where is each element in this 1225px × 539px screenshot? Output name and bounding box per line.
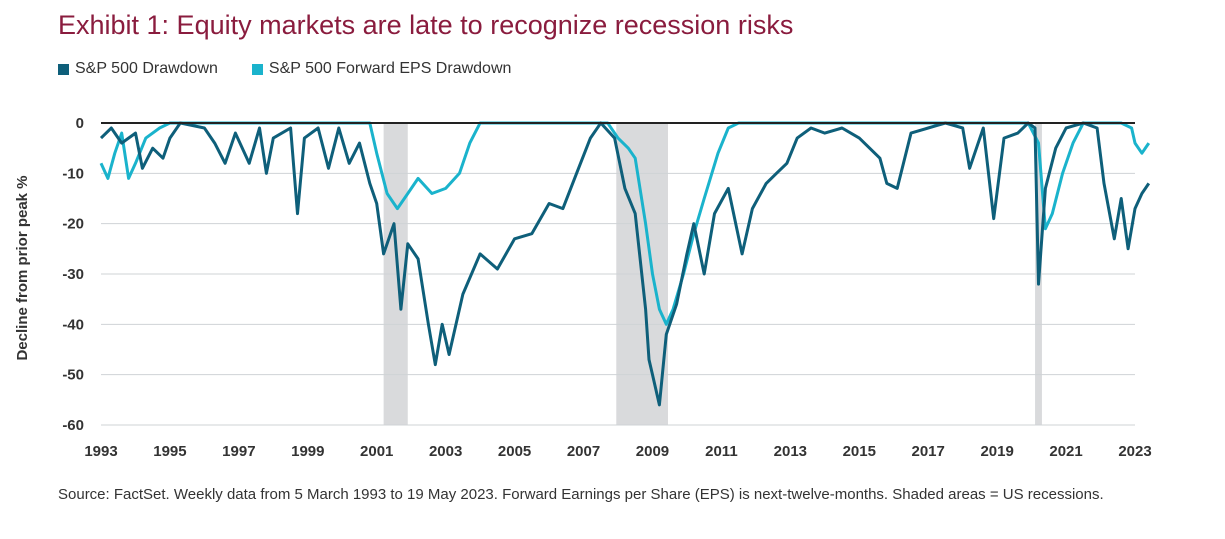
x-tick-label: 2021 — [1049, 443, 1082, 460]
legend-item-spx: S&P 500 Drawdown — [58, 60, 218, 78]
legend-swatch-spx — [58, 63, 69, 75]
y-tick-label: -20 — [62, 216, 84, 233]
y-tick-label: -60 — [62, 417, 84, 434]
y-tick-label: -40 — [62, 316, 84, 333]
y-tick-label: -50 — [62, 367, 84, 384]
x-tick-label: 2013 — [774, 443, 807, 460]
x-tick-label: 2019 — [980, 443, 1013, 460]
x-tick-label: 2011 — [705, 443, 738, 460]
x-tick-label: 2003 — [429, 443, 462, 460]
series-line-spx — [99, 121, 1151, 407]
chart-title: Exhibit 1: Equity markets are late to re… — [58, 10, 794, 40]
x-tick-label: 2009 — [636, 443, 669, 460]
series-line-eps — [99, 121, 1151, 326]
x-tick-label: 2007 — [567, 443, 600, 460]
x-tick-label: 1995 — [153, 443, 186, 460]
x-tick-label: 2001 — [360, 443, 393, 460]
x-tick-label: 2023 — [1118, 443, 1151, 460]
legend-swatch-eps — [251, 63, 263, 75]
x-tick-label: 2017 — [912, 443, 945, 460]
legend: S&P 500 Drawdown S&P 500 Forward EPS Dra… — [58, 60, 511, 78]
legend-label-spx: S&P 500 Drawdown — [75, 60, 218, 77]
footnote: Source: FactSet. Weekly data from 5 Marc… — [58, 486, 1104, 503]
x-tick-label: 2005 — [498, 443, 531, 460]
y-tick-label: -10 — [62, 165, 84, 182]
x-tick-label: 1993 — [84, 443, 117, 460]
y-tick-label: 0 — [76, 115, 84, 132]
y-tick-label: -30 — [62, 266, 84, 283]
x-tick-label: 1997 — [222, 443, 255, 460]
x-tick-label: 2015 — [843, 443, 876, 460]
x-tick-label: 1999 — [291, 443, 324, 460]
legend-label-eps: S&P 500 Forward EPS Drawdown — [268, 60, 512, 77]
legend-item-eps: S&P 500 Forward EPS Drawdown — [251, 60, 512, 78]
